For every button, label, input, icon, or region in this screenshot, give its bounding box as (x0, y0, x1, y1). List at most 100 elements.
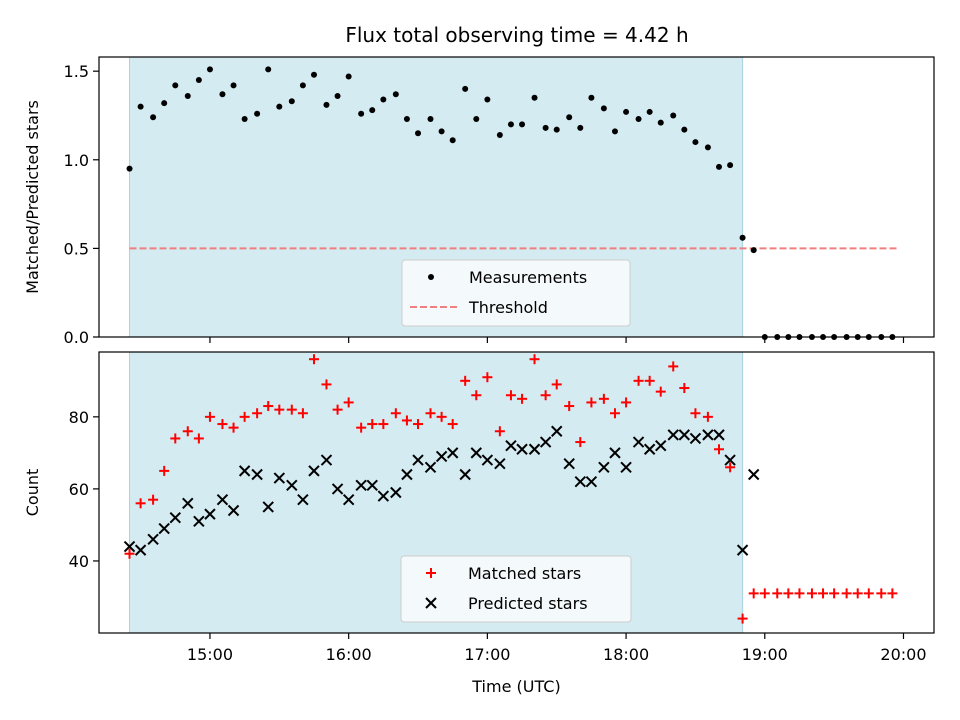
measurement-point (254, 110, 261, 117)
matched-star-point (783, 588, 794, 599)
predicted-star-point (609, 447, 621, 459)
top-x-ticks (209, 337, 905, 343)
bottom-panel: 40 60 80 15:00 16:00 17:00 18:00 19:00 20:00 Co… (23, 351, 935, 696)
x-tick-label: 16:00 (326, 645, 372, 664)
predicted-star-point (134, 544, 147, 556)
matched-star-point (135, 498, 146, 509)
measurement-point (611, 128, 618, 135)
predicted-star-point (182, 497, 194, 510)
matched-star-points (124, 354, 898, 624)
top-y-ticks: 0.0 0.5 1.0 1.5 (64, 62, 99, 347)
measurement-point (184, 92, 191, 99)
x-axis-title: Time (UTC) (471, 677, 560, 696)
y-tick-label: 60 (69, 480, 89, 499)
measurement-point (369, 107, 376, 114)
top-legend-box (401, 259, 631, 327)
predicted-star-point (366, 479, 378, 492)
matched-star-point (679, 383, 690, 394)
matched-star-point (564, 401, 575, 412)
x-tick-label: 18:00 (603, 645, 649, 664)
predicted-star-point (193, 515, 205, 528)
legend-measurements-marker (428, 274, 434, 280)
matched-star-point (876, 588, 887, 599)
matched-star-point (702, 411, 713, 422)
predicted-star-point (702, 429, 714, 441)
y-tick-label: 40 (69, 552, 89, 571)
matched-star-point (609, 408, 620, 419)
matched-star-point (321, 379, 332, 390)
predicted-star-point (251, 468, 263, 481)
predicted-star-point (505, 439, 517, 452)
matched-star-point (286, 404, 297, 415)
predicted-star-point (262, 501, 274, 513)
matched-star-point (690, 408, 701, 419)
matched-star-point (551, 379, 562, 390)
matched-star-point (297, 408, 308, 419)
measurement-point (276, 103, 283, 110)
predicted-star-point (539, 436, 552, 448)
legend-measurements-label: Measurements (469, 268, 587, 287)
top-panel: 0.0 0.5 1.0 1.5 Matched/Predicted stars Mea… (23, 56, 935, 347)
predicted-star-point (147, 533, 159, 546)
predicted-star-point (424, 461, 437, 473)
predicted-star-point (620, 461, 632, 473)
measurement-point (126, 165, 133, 172)
predicted-star-point (308, 465, 320, 477)
measurement-point (334, 92, 341, 99)
measurement-point (299, 82, 306, 89)
bottom-y-axis-title: Count (23, 469, 42, 517)
measurement-point (345, 73, 352, 80)
measurement-point (172, 82, 179, 89)
measurement-point (519, 121, 526, 128)
measurement-point (438, 128, 445, 135)
matched-star-point (794, 588, 805, 599)
measurement-point (681, 126, 688, 133)
predicted-star-point (528, 443, 541, 455)
measurement-point (670, 112, 677, 119)
matched-star-point (343, 397, 354, 408)
measurement-point (219, 91, 226, 98)
predicted-star-point (412, 454, 424, 466)
measurement-point (566, 114, 573, 121)
predicted-star-point (678, 429, 691, 441)
measurement-point (473, 116, 480, 123)
bottom-x-ticks: 15:00 16:00 17:00 18:00 19:00 20:00 (187, 633, 927, 664)
measurement-point (380, 96, 387, 103)
measurement-point (462, 85, 469, 92)
measurement-point (310, 71, 317, 78)
matched-star-point (401, 415, 412, 426)
predicted-star-point (724, 454, 736, 466)
matched-star-point (436, 411, 447, 422)
matched-star-point (274, 404, 285, 415)
matched-star-point (863, 588, 874, 599)
bottom-axes-frame (98, 351, 935, 634)
matched-star-point (818, 588, 829, 599)
matched-star-point (425, 408, 436, 419)
matched-star-point (505, 390, 516, 401)
predicted-star-point (435, 450, 448, 463)
matched-star-point (529, 354, 540, 365)
predicted-star-point (123, 540, 136, 553)
measurement-point (427, 116, 434, 123)
measurement-point (542, 124, 549, 131)
measurement-point (449, 137, 456, 144)
measurement-point (531, 94, 538, 101)
predicted-star-point (238, 465, 251, 477)
matched-star-point (217, 419, 228, 430)
predicted-star-point (655, 439, 667, 452)
measurement-point (137, 103, 144, 110)
measurement-point (403, 116, 410, 123)
predicted-star-point (286, 479, 298, 492)
measurement-point (600, 105, 607, 112)
predicted-star-point (551, 425, 563, 437)
measurement-point (230, 82, 237, 89)
matched-star-point (228, 422, 239, 433)
measurement-point (692, 139, 699, 146)
measurement-point (288, 98, 295, 105)
matched-star-point (252, 408, 263, 419)
bottom-legend-box (400, 555, 632, 623)
matched-star-point (471, 390, 482, 401)
measurement-point (358, 110, 365, 117)
matched-star-point (356, 422, 367, 433)
measurement-point (588, 94, 595, 101)
